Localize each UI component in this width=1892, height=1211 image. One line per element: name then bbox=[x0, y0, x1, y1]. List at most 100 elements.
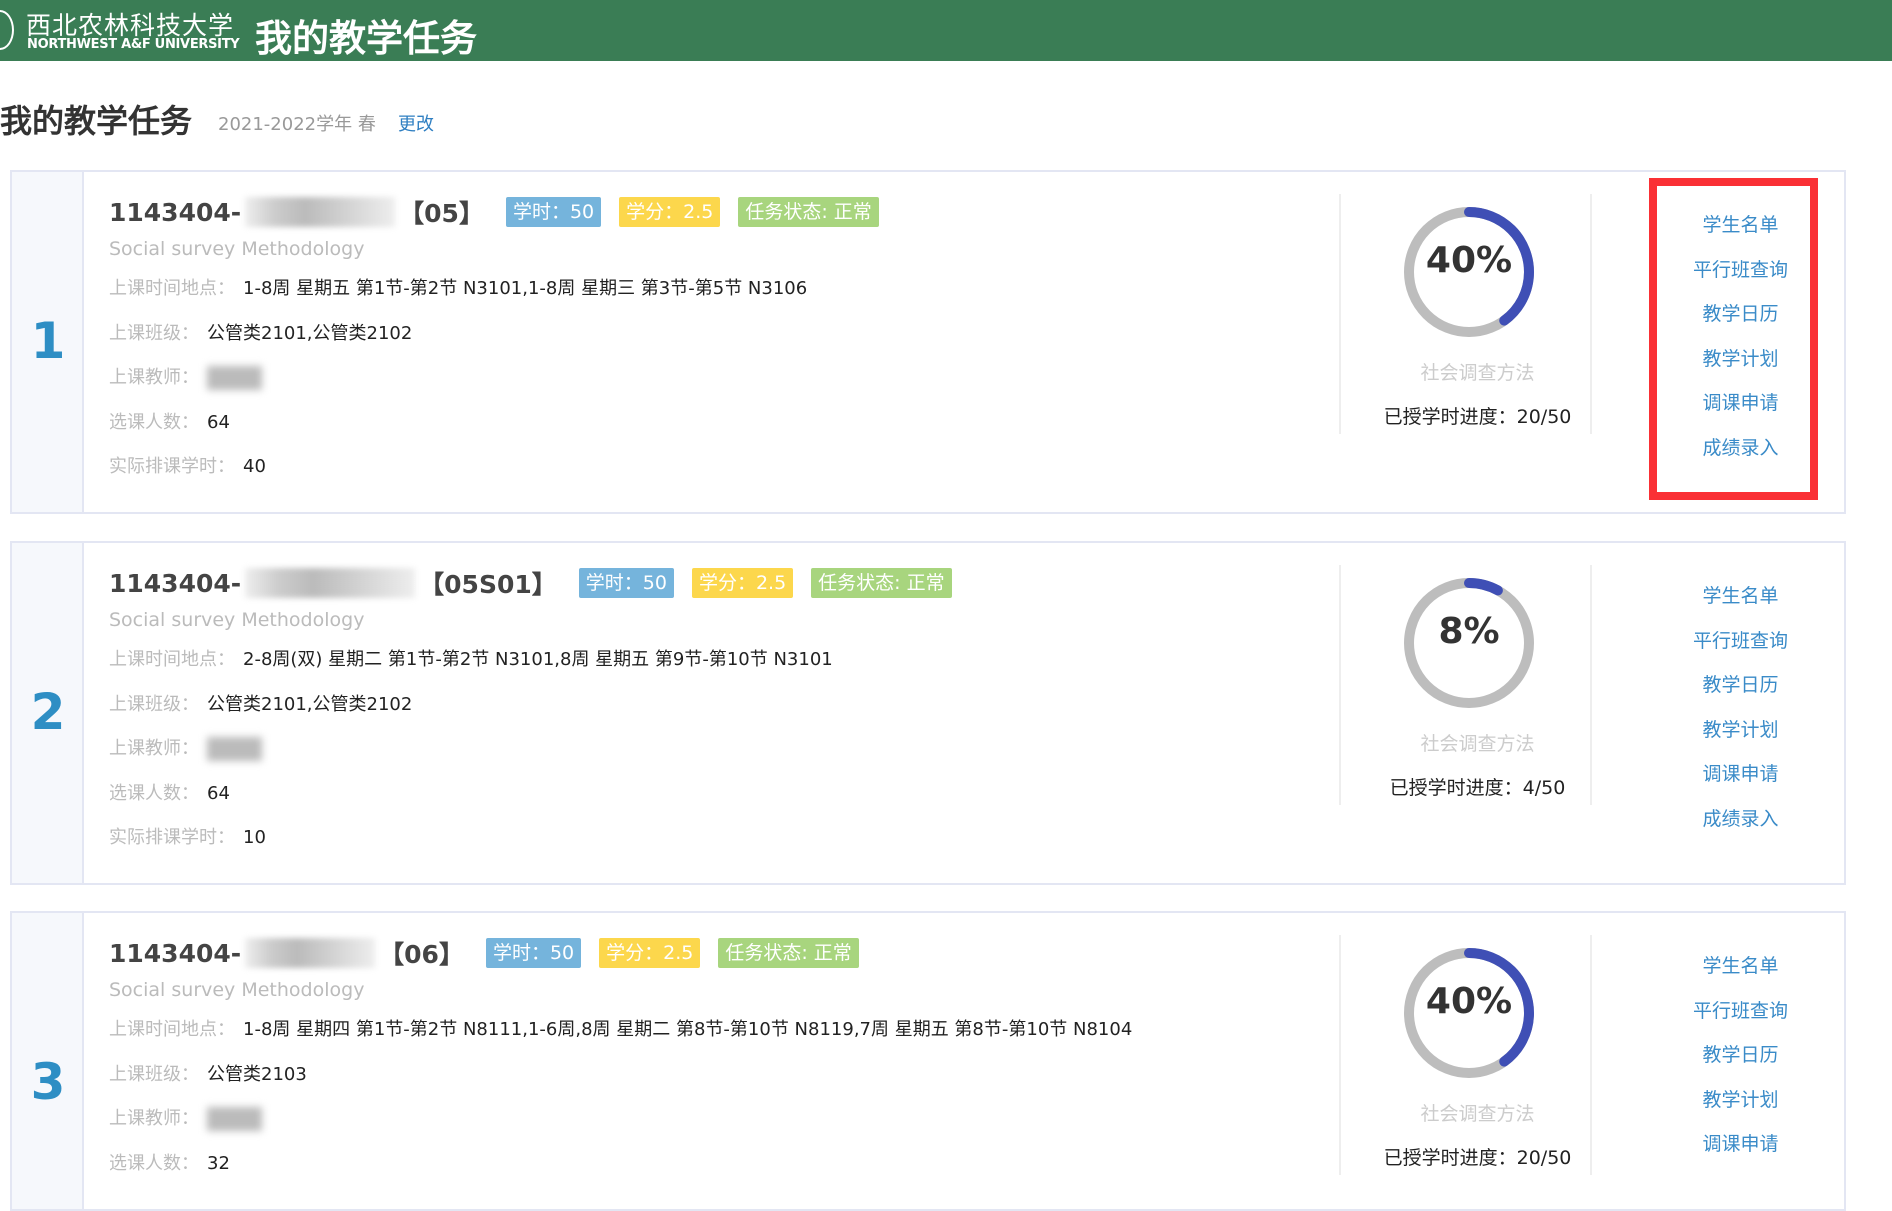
field-label: 选课人数： bbox=[109, 782, 199, 804]
course-name-cn: 社会调查方法 bbox=[1420, 1103, 1535, 1125]
redacted-teacher bbox=[207, 1107, 262, 1132]
progress-value: 20/50 bbox=[1516, 1147, 1572, 1169]
action-link[interactable]: 平行班查询 bbox=[1692, 999, 1788, 1022]
english-course-name: Social survey Methodology bbox=[109, 609, 365, 631]
progress-percent: 40% bbox=[1425, 981, 1513, 1022]
action-link[interactable]: 调课申请 bbox=[1702, 763, 1779, 786]
university-logo-en: NORTHWEST A&F UNIVERSITY bbox=[27, 37, 240, 52]
status-badge: 任务状态: 正常 bbox=[811, 568, 952, 598]
field-label: 上课教师： bbox=[109, 1108, 199, 1130]
progress-ring bbox=[1404, 948, 1534, 1078]
field-value: 64 bbox=[207, 411, 230, 433]
top-header: 西北农林科技大学 NORTHWEST A&F UNIVERSITY 我的教学任务 bbox=[0, 0, 1892, 61]
task-title-row: 1143404- 【05】 学时：50 学分：2.5 任务状态: 正常 bbox=[109, 194, 879, 230]
action-link[interactable]: 调课申请 bbox=[1702, 392, 1779, 415]
field-enrolled: 选课人数： 64 bbox=[109, 779, 230, 805]
hours-badge: 学时：50 bbox=[578, 568, 674, 598]
field-classes: 上课班级： 公管类2101,公管类2102 bbox=[109, 690, 412, 716]
field-label: 选课人数： bbox=[109, 1152, 199, 1174]
divider bbox=[1339, 194, 1341, 434]
field-label: 上课时间地点： bbox=[109, 278, 235, 299]
action-link[interactable]: 成绩录入 bbox=[1702, 808, 1779, 830]
field-enrolled: 选课人数： 32 bbox=[109, 1149, 230, 1175]
progress-label: 已授学时进度： bbox=[1383, 1147, 1517, 1169]
field-value: 1-8周 星期五 第1节-第2节 N3101,1-8周 星期三 第3节-第5节 … bbox=[243, 278, 808, 299]
course-name-cn: 社会调查方法 bbox=[1420, 733, 1535, 755]
field-schedule: 上课时间地点： 2-8周(双) 星期二 第1节-第2节 N3101,8周 星期五 … bbox=[109, 645, 833, 671]
action-link[interactable]: 教学计划 bbox=[1702, 718, 1779, 741]
action-link[interactable]: 调课申请 bbox=[1702, 1133, 1779, 1156]
action-link[interactable]: 教学日历 bbox=[1702, 1044, 1779, 1067]
action-link[interactable]: 教学计划 bbox=[1702, 347, 1779, 370]
task-index: 2 bbox=[30, 683, 66, 741]
task-title-row: 1143404- 【06】 学时：50 学分：2.5 任务状态: 正常 bbox=[109, 935, 859, 971]
change-term-link[interactable]: 更改 bbox=[398, 114, 434, 135]
progress-percent: 8% bbox=[1438, 611, 1500, 652]
field-schedule: 上课时间地点： 1-8周 星期五 第1节-第2节 N3101,1-8周 星期三 第… bbox=[109, 274, 807, 300]
english-course-name: Social survey Methodology bbox=[109, 238, 365, 260]
class-number: 【05S01】 bbox=[419, 570, 557, 599]
progress-value: 20/50 bbox=[1516, 406, 1572, 428]
field-actual-hours: 实际排课学时： 10 bbox=[109, 823, 266, 849]
task-card: 3 1143404- 【06】 学时：50 学分：2.5 任务状态: 正常 So… bbox=[10, 911, 1846, 1211]
hours-badge: 学时：50 bbox=[505, 197, 602, 227]
credit-badge: 学分：2.5 bbox=[691, 568, 794, 598]
university-emblem-icon bbox=[0, 10, 14, 50]
course-code: 1143404- bbox=[109, 197, 242, 227]
field-label: 上课班级： bbox=[109, 322, 199, 344]
action-link[interactable]: 教学日历 bbox=[1702, 303, 1779, 326]
action-link[interactable]: 教学日历 bbox=[1702, 674, 1779, 697]
index-column: 3 bbox=[12, 913, 84, 1209]
task-index: 3 bbox=[30, 1053, 66, 1111]
progress-percent: 40% bbox=[1425, 240, 1513, 281]
course-name-cn: 社会调查方法 bbox=[1420, 362, 1535, 384]
task-title-row: 1143404- 【05S01】 学时：50 学分：2.5 任务状态: 正常 bbox=[109, 565, 952, 601]
progress-value: 4/50 bbox=[1522, 777, 1566, 799]
action-link[interactable]: 学生名单 bbox=[1702, 955, 1779, 977]
field-label: 上课班级： bbox=[109, 1063, 199, 1085]
hours-progress: 已授学时进度：4/50 bbox=[1351, 773, 1604, 800]
hours-badge: 学时：50 bbox=[485, 938, 582, 968]
highlight-box bbox=[1649, 178, 1818, 500]
course-code: 1143404- bbox=[109, 938, 242, 968]
task-card: 1 1143404- 【05】 学时：50 学分：2.5 任务状态: 正常 So… bbox=[10, 170, 1846, 514]
action-link[interactable]: 学生名单 bbox=[1702, 585, 1779, 607]
field-label: 上课教师： bbox=[109, 738, 199, 760]
progress-ring-fill bbox=[1404, 578, 1534, 708]
field-teacher: 上课教师： bbox=[109, 734, 262, 762]
progress-ring bbox=[1404, 207, 1534, 337]
field-value: 40 bbox=[243, 456, 266, 478]
task-card: 2 1143404- 【05S01】 学时：50 学分：2.5 任务状态: 正常… bbox=[10, 541, 1846, 885]
divider bbox=[1590, 935, 1592, 1175]
divider bbox=[1590, 194, 1592, 434]
status-badge: 任务状态: 正常 bbox=[718, 938, 859, 968]
field-value: 公管类2101,公管类2102 bbox=[207, 693, 413, 715]
progress-label: 已授学时进度： bbox=[1383, 406, 1517, 428]
field-actual-hours: 实际排课学时： 40 bbox=[109, 452, 266, 478]
field-value: 公管类2103 bbox=[207, 1063, 307, 1085]
action-link[interactable]: 学生名单 bbox=[1702, 214, 1779, 236]
redacted-teacher bbox=[207, 366, 262, 391]
redacted-course-name bbox=[245, 568, 416, 598]
app-title: 我的教学任务 bbox=[255, 17, 477, 60]
hours-progress: 已授学时进度：20/50 bbox=[1351, 402, 1604, 429]
action-link[interactable]: 教学计划 bbox=[1702, 1088, 1779, 1111]
action-link[interactable]: 成绩录入 bbox=[1702, 437, 1779, 459]
field-value: 32 bbox=[207, 1152, 230, 1174]
field-teacher: 上课教师： bbox=[109, 1104, 262, 1132]
english-course-name: Social survey Methodology bbox=[109, 979, 365, 1001]
action-link[interactable]: 平行班查询 bbox=[1692, 258, 1788, 281]
progress-ring-fill bbox=[1404, 948, 1534, 1078]
field-label: 实际排课学时： bbox=[109, 456, 235, 478]
field-value: 2-8周(双) 星期二 第1节-第2节 N3101,8周 星期五 第9节-第10… bbox=[243, 649, 833, 670]
redacted-course-name bbox=[245, 938, 376, 968]
progress-ring-fill bbox=[1404, 207, 1534, 337]
index-column: 1 bbox=[12, 172, 84, 512]
class-number: 【06】 bbox=[379, 940, 464, 969]
page-title: 我的教学任务 bbox=[0, 102, 193, 140]
action-link[interactable]: 平行班查询 bbox=[1692, 629, 1788, 652]
credit-badge: 学分：2.5 bbox=[599, 938, 701, 968]
field-schedule: 上课时间地点： 1-8周 星期四 第1节-第2节 N8111,1-6周,8周 星期… bbox=[109, 1015, 1132, 1041]
status-badge: 任务状态: 正常 bbox=[738, 197, 879, 227]
university-logo-cn: 西北农林科技大学 bbox=[26, 11, 235, 40]
